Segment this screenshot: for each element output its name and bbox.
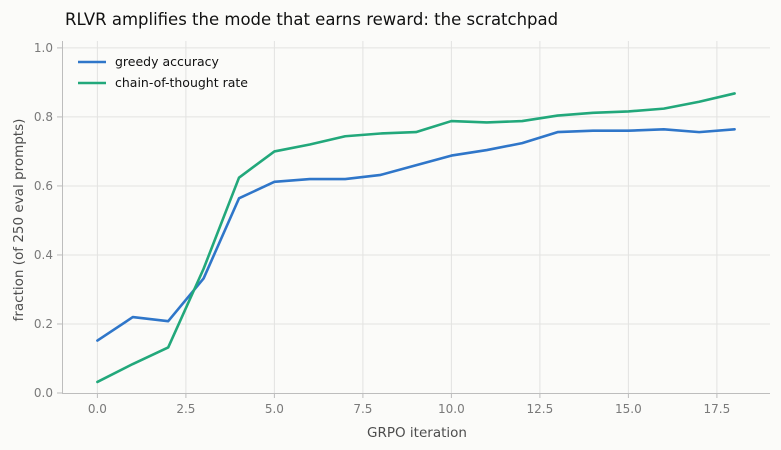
x-tick-label: 0.0 — [88, 402, 107, 416]
x-tick-label: 5.0 — [265, 402, 284, 416]
ticks: 0.0 2.5 5.0 7.5 10.0 12.5 15.0 17.5 0.0 0.2 0.4 0.6… — [34, 41, 730, 416]
x-tick-label: 10.0 — [438, 402, 465, 416]
grid — [62, 41, 770, 393]
y-tick-label: 1.0 — [34, 41, 53, 55]
y-tick-label: 0.2 — [34, 317, 53, 331]
x-tick-label: 17.5 — [704, 402, 731, 416]
x-tick-label: 12.5 — [527, 402, 554, 416]
x-tick-label: 2.5 — [176, 402, 195, 416]
x-tick-label: 7.5 — [353, 402, 372, 416]
x-axis-label: GRPO iteration — [367, 425, 467, 441]
axes — [62, 41, 770, 394]
y-tick-label: 0.8 — [34, 110, 53, 124]
y-tick-label: 0.6 — [34, 179, 53, 193]
legend-label: greedy accuracy — [115, 54, 219, 69]
chart-title: RLVR amplifies the mode that earns rewar… — [65, 10, 558, 29]
series-line-greedy-accuracy — [96, 128, 736, 342]
y-axis-label: fraction (of 250 eval prompts) — [11, 119, 27, 322]
series — [96, 92, 736, 384]
y-tick-label: 0.0 — [34, 386, 53, 400]
legend: greedy accuracy chain-of-thought rate — [78, 54, 248, 90]
series-line-chain-of-thought-rate — [96, 92, 736, 384]
x-tick-label: 15.0 — [615, 402, 642, 416]
y-tick-label: 0.4 — [34, 248, 53, 262]
legend-label: chain-of-thought rate — [115, 75, 248, 90]
